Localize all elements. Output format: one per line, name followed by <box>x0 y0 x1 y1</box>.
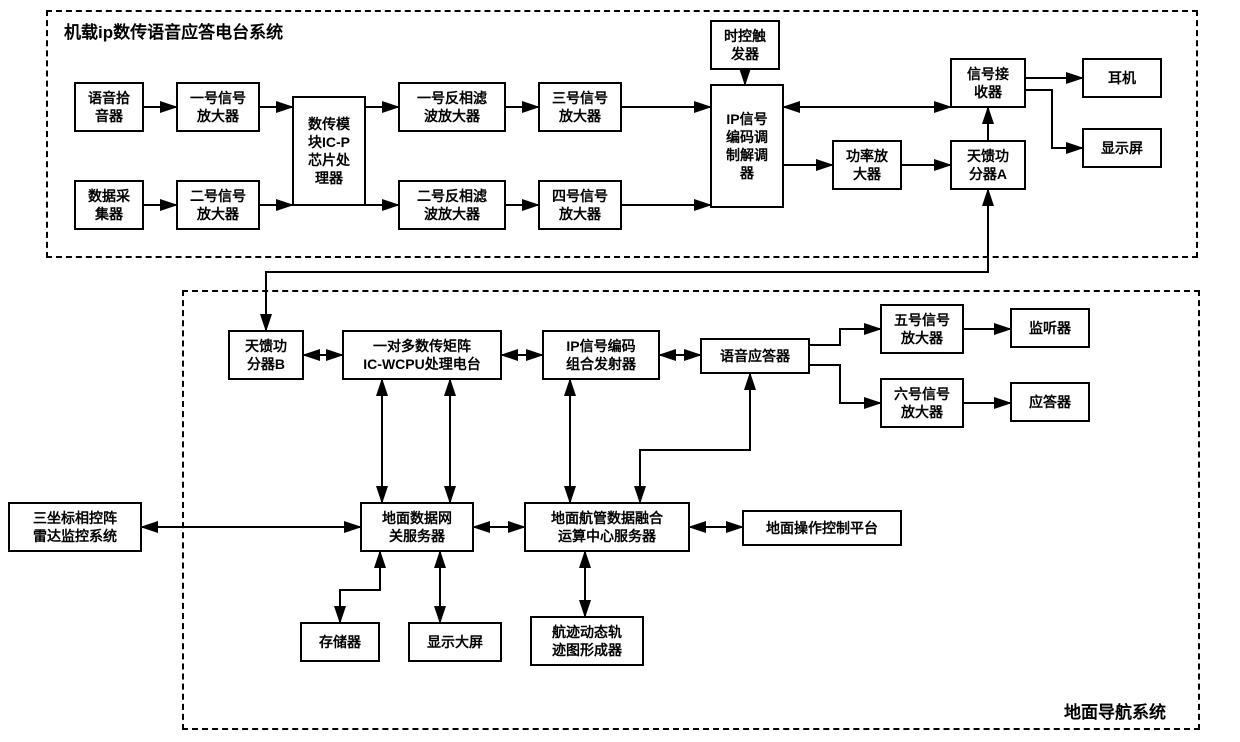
box-power-amp: 功率放 大器 <box>832 140 902 190</box>
box-control-platform: 地面操作控制平台 <box>742 510 902 546</box>
box-responder: 应答器 <box>1010 382 1090 422</box>
box-ic-p: 数传模 块IC-P 芯片处 理器 <box>292 96 366 206</box>
ground-system-container <box>182 290 1200 730</box>
box-amp3: 三号信号 放大器 <box>538 82 622 132</box>
box-inv-filter2: 二号反相滤 波放大器 <box>398 180 506 230</box>
box-monitor: 监听器 <box>1010 308 1090 348</box>
box-ant-div-a: 天馈功 分器A <box>950 140 1026 190</box>
box-gateway: 地面数据网 关服务器 <box>360 502 474 552</box>
box-ip-modem: IP信号 编码调 制解调 器 <box>710 84 784 208</box>
box-fusion: 地面航管数据融合 运算中心服务器 <box>524 502 690 552</box>
ground-title: 地面导航系统 <box>1060 698 1170 723</box>
box-amp5: 五号信号 放大器 <box>880 304 964 354</box>
airborne-title: 机载ip数传语音应答电台系统 <box>60 18 287 43</box>
box-big-screen: 显示大屏 <box>408 622 502 662</box>
box-matrix-cpu: 一对多数传矩阵 IC-WCPU处理电台 <box>342 330 502 380</box>
box-earphone: 耳机 <box>1082 58 1162 98</box>
box-track-gen: 航迹动态轨 迹图形成器 <box>530 616 644 666</box>
box-data-collector: 数据采 集器 <box>74 180 144 230</box>
box-inv-filter1: 一号反相滤 波放大器 <box>398 82 506 132</box>
box-signal-rx: 信号接 收器 <box>950 58 1026 108</box>
box-ip-encoder: IP信号编码 组合发射器 <box>542 330 660 380</box>
box-voice-resp: 语音应答器 <box>700 338 810 374</box>
box-storage: 存储器 <box>300 622 380 662</box>
box-ant-div-b: 天馈功 分器B <box>228 330 304 380</box>
box-voice-pickup: 语音拾 音器 <box>74 82 144 132</box>
box-display: 显示屏 <box>1082 128 1162 168</box>
box-radar: 三坐标相控阵 雷达监控系统 <box>8 502 142 552</box>
box-amp1: 一号信号 放大器 <box>176 82 260 132</box>
box-amp2: 二号信号 放大器 <box>176 180 260 230</box>
box-amp6: 六号信号 放大器 <box>880 378 964 428</box>
box-amp4: 四号信号 放大器 <box>538 180 622 230</box>
box-timer: 时控触 发器 <box>710 20 780 70</box>
